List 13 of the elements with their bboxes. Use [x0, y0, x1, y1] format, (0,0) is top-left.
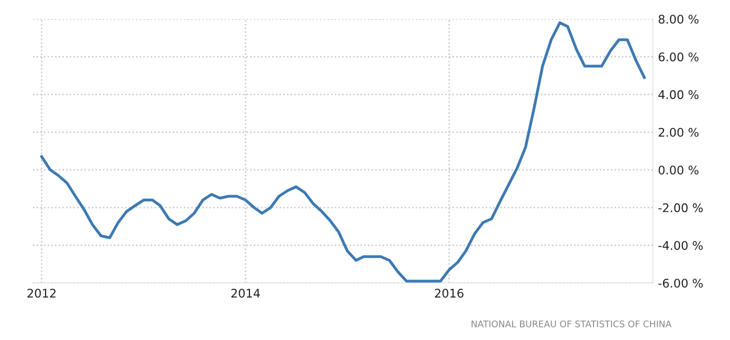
y-tick-label: -6.00 %	[658, 278, 703, 288]
x-tick-label: 2014	[231, 288, 260, 298]
x-tick-label: 2016	[434, 288, 464, 298]
y-tick-label: 4.00 %	[658, 90, 698, 100]
text: NATIONAL BUREAU OF STATISTICS OF CHINA	[472, 320, 672, 328]
y-tick-label: 6.00 %	[658, 52, 698, 62]
x-tick-label: 2012	[27, 288, 56, 298]
line-series	[40, 21, 646, 283]
y-tick-label: 8.00 %	[658, 14, 698, 24]
y-tick-label: 0.00 %	[658, 166, 698, 175]
y-tick-label: -2.00 %	[658, 203, 703, 212]
y-tick-label: -4.00 %	[658, 241, 703, 250]
y-tick-label: 2.00 %	[658, 128, 698, 137]
